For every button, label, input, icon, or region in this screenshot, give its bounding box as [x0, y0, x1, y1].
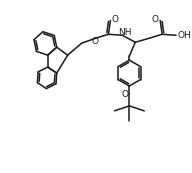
Text: NH: NH	[119, 28, 132, 37]
Text: O: O	[112, 15, 119, 24]
Text: O: O	[92, 37, 99, 46]
Text: O: O	[121, 90, 128, 99]
Text: O: O	[152, 15, 159, 24]
Text: OH: OH	[177, 31, 191, 40]
